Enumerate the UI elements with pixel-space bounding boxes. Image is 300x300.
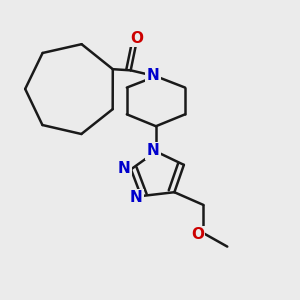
Text: N: N bbox=[147, 68, 159, 83]
Text: O: O bbox=[130, 31, 143, 46]
Text: N: N bbox=[147, 143, 159, 158]
Text: N: N bbox=[118, 161, 131, 176]
Text: O: O bbox=[191, 227, 204, 242]
Text: N: N bbox=[130, 190, 143, 205]
